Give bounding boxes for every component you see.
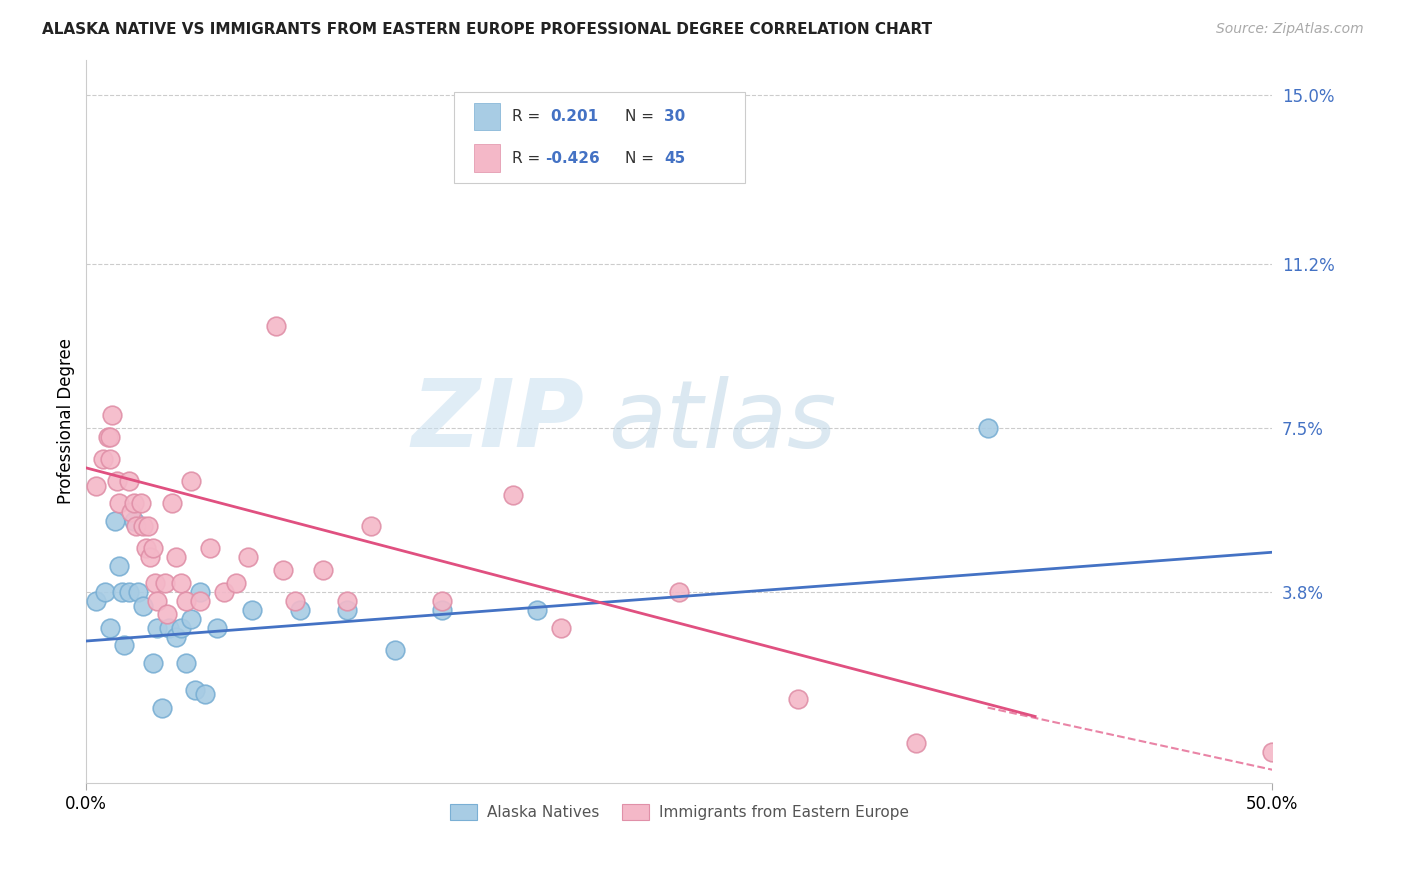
- Text: N =: N =: [624, 151, 658, 166]
- Point: [127, 585, 149, 599]
- Point: [184, 682, 207, 697]
- Point: [170, 621, 193, 635]
- Point: [976, 421, 998, 435]
- FancyBboxPatch shape: [454, 92, 745, 183]
- Text: 30: 30: [664, 109, 685, 124]
- Point: [271, 563, 294, 577]
- Text: 0.201: 0.201: [550, 109, 598, 124]
- Point: [143, 576, 166, 591]
- Point: [98, 452, 121, 467]
- Point: [264, 318, 287, 333]
- Point: [174, 657, 197, 671]
- Point: [104, 514, 127, 528]
- Point: [118, 585, 141, 599]
- Point: [194, 687, 217, 701]
- Point: [129, 496, 152, 510]
- Point: [146, 621, 169, 635]
- Point: [312, 563, 335, 577]
- Point: [84, 594, 107, 608]
- Point: [165, 630, 187, 644]
- Point: [98, 621, 121, 635]
- Point: [180, 475, 202, 489]
- Y-axis label: Professional Degree: Professional Degree: [58, 338, 75, 504]
- Point: [112, 639, 135, 653]
- Point: [122, 496, 145, 510]
- Point: [108, 496, 131, 510]
- Point: [430, 603, 453, 617]
- Point: [97, 430, 120, 444]
- Text: 45: 45: [664, 151, 685, 166]
- Point: [212, 585, 235, 599]
- Point: [94, 585, 117, 599]
- Point: [136, 518, 159, 533]
- FancyBboxPatch shape: [474, 103, 501, 130]
- Point: [1261, 745, 1284, 759]
- Point: [111, 585, 134, 599]
- Point: [165, 549, 187, 564]
- Point: [668, 585, 690, 599]
- Point: [98, 430, 121, 444]
- Point: [132, 518, 155, 533]
- Point: [174, 594, 197, 608]
- Point: [526, 603, 548, 617]
- Point: [122, 514, 145, 528]
- Point: [153, 576, 176, 591]
- Point: [108, 558, 131, 573]
- Text: -0.426: -0.426: [546, 151, 600, 166]
- Point: [905, 736, 928, 750]
- Text: R =: R =: [512, 151, 546, 166]
- Point: [118, 475, 141, 489]
- Point: [236, 549, 259, 564]
- Point: [146, 594, 169, 608]
- Point: [160, 496, 183, 510]
- Point: [288, 603, 311, 617]
- Text: atlas: atlas: [609, 376, 837, 467]
- Text: ALASKA NATIVE VS IMMIGRANTS FROM EASTERN EUROPE PROFESSIONAL DEGREE CORRELATION : ALASKA NATIVE VS IMMIGRANTS FROM EASTERN…: [42, 22, 932, 37]
- Point: [120, 505, 142, 519]
- Point: [205, 621, 228, 635]
- Legend: Alaska Natives, Immigrants from Eastern Europe: Alaska Natives, Immigrants from Eastern …: [444, 797, 915, 826]
- Point: [105, 475, 128, 489]
- Point: [360, 518, 382, 533]
- FancyBboxPatch shape: [474, 145, 501, 172]
- Point: [150, 700, 173, 714]
- Text: ZIP: ZIP: [412, 376, 585, 467]
- Point: [180, 612, 202, 626]
- Point: [550, 621, 572, 635]
- Point: [157, 621, 180, 635]
- Point: [336, 594, 359, 608]
- Point: [132, 599, 155, 613]
- Point: [135, 541, 157, 555]
- Point: [225, 576, 247, 591]
- Text: Source: ZipAtlas.com: Source: ZipAtlas.com: [1216, 22, 1364, 37]
- Point: [240, 603, 263, 617]
- Point: [125, 518, 148, 533]
- Point: [284, 594, 307, 608]
- Point: [384, 643, 406, 657]
- Point: [198, 541, 221, 555]
- Point: [156, 607, 179, 622]
- Point: [188, 594, 211, 608]
- Text: R =: R =: [512, 109, 550, 124]
- Point: [84, 478, 107, 492]
- Text: N =: N =: [624, 109, 658, 124]
- Point: [188, 585, 211, 599]
- Point: [336, 603, 359, 617]
- Point: [142, 657, 165, 671]
- Point: [101, 408, 124, 422]
- Point: [139, 549, 162, 564]
- Point: [91, 452, 114, 467]
- Point: [786, 691, 808, 706]
- Point: [170, 576, 193, 591]
- Point: [142, 541, 165, 555]
- Point: [502, 487, 524, 501]
- Point: [430, 594, 453, 608]
